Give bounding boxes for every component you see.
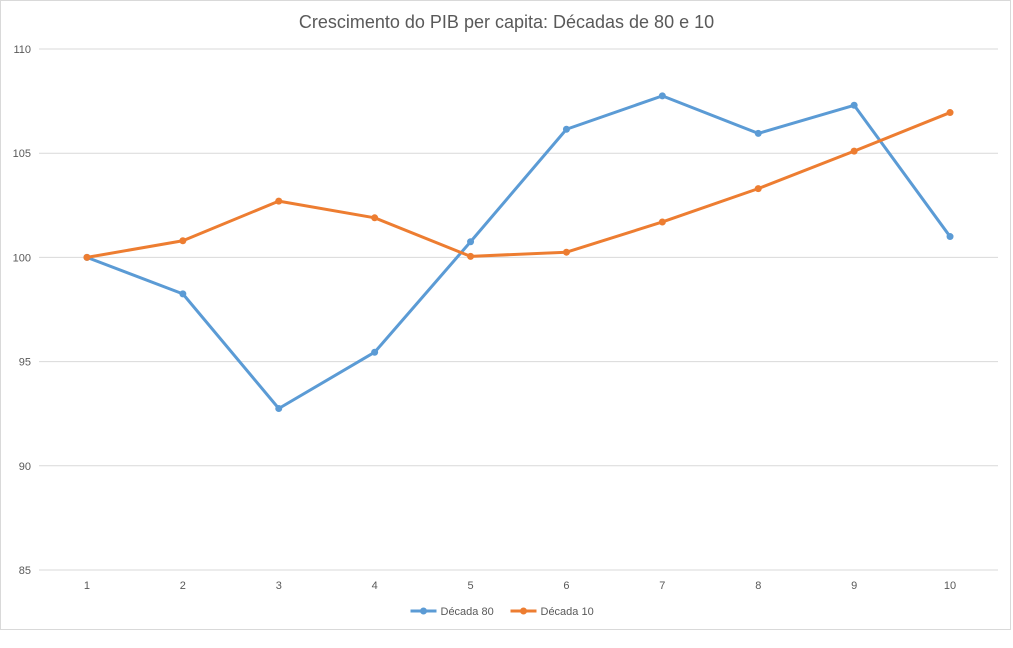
data-point [658,92,666,100]
x-tick-label: 6 [563,580,569,592]
data-point [467,252,475,260]
series-line-1 [85,94,952,410]
legend-marker [520,607,527,615]
data-point [850,147,858,155]
x-tick-label: 4 [372,580,378,592]
data-point [658,218,666,226]
x-tick-label: 8 [755,580,761,592]
data-point [179,290,187,298]
data-point [371,214,379,222]
chart-container: Crescimento do PIB per capita: Décadas d… [0,0,1011,630]
legend-label: Década 80 [441,606,494,618]
data-point [850,101,858,109]
chart-title: Crescimento do PIB per capita: Décadas d… [298,12,715,32]
data-point [275,197,283,205]
data-point [467,238,475,246]
x-tick-label: 2 [180,580,186,592]
data-point [562,125,570,133]
data-point [371,348,379,356]
y-tick-label: 90 [19,461,31,473]
data-point [754,129,762,137]
data-point [83,253,91,261]
data-point [754,185,762,193]
x-tick-label: 1 [84,580,90,592]
data-point [275,404,283,412]
legend-marker [420,607,427,615]
x-tick-label: 9 [851,580,857,592]
data-point [946,109,954,117]
x-tick-label: 7 [659,580,665,592]
series-line-2 [85,111,952,259]
y-tick-label: 85 [19,565,31,577]
y-tick-label: 110 [13,44,31,56]
legend-label: Década 10 [541,606,594,618]
data-point [562,248,570,256]
x-tick-label: 3 [276,580,282,592]
x-tick-label: 5 [467,580,473,592]
x-tick-label: 10 [944,580,956,592]
line-chart: 85 90 95 100 105 110 1 2 3 4 5 6 7 8 9 10 Década 80 Décad… [13,44,998,618]
y-tick-label: 105 [13,148,31,160]
y-tick-label: 100 [13,252,31,264]
data-point [946,233,954,241]
y-tick-label: 95 [19,357,31,369]
data-point [179,237,187,245]
